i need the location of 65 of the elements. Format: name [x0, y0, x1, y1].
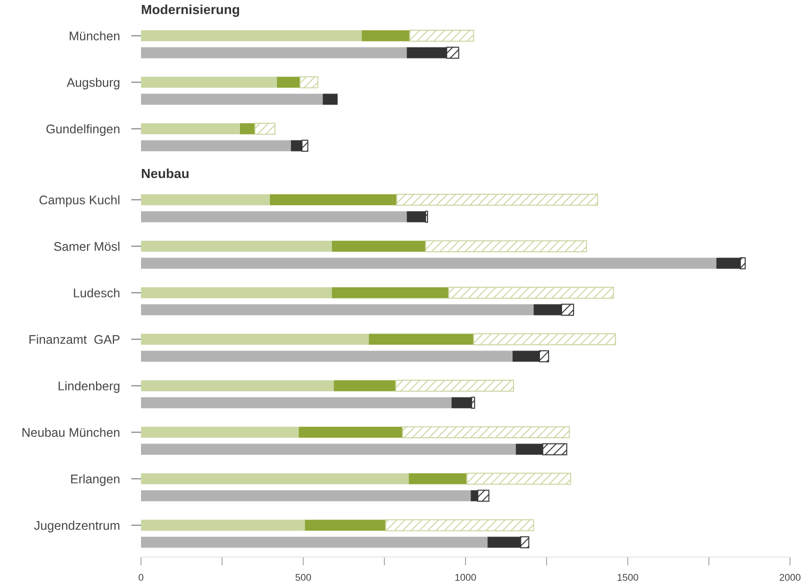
- bar: [141, 211, 407, 222]
- bar: [304, 520, 386, 531]
- bar: [141, 194, 270, 206]
- bar: [141, 304, 534, 316]
- chart-title: Neubau: [142, 168, 189, 178]
- x-tick-label: 1000: [455, 574, 476, 581]
- bar: [141, 76, 277, 88]
- bar: [322, 94, 338, 105]
- bar: [300, 76, 318, 88]
- bar: [385, 519, 534, 532]
- bar: [141, 426, 299, 438]
- bar: [141, 47, 407, 58]
- bar: [141, 536, 488, 548]
- bar: [141, 350, 513, 362]
- y-tick-label: Finanzamt GAP: [29, 334, 120, 344]
- y-tick-label: Samer Mösl: [54, 242, 120, 251]
- bar: [332, 287, 449, 298]
- chart-title: Modernisierung: [142, 4, 240, 17]
- bar: [141, 240, 332, 252]
- bar: [425, 240, 588, 252]
- bar: [406, 211, 426, 222]
- bar: [368, 334, 474, 345]
- y-tick-label: Neubau München: [22, 428, 120, 437]
- bar: [466, 472, 572, 485]
- x-tick-label: 2000: [780, 574, 800, 581]
- bar: [141, 473, 409, 484]
- x-tick-label: 500: [296, 574, 311, 581]
- bar: [402, 426, 570, 438]
- bar: [141, 444, 516, 455]
- y-tick-label: Augsburg: [66, 78, 120, 90]
- bar: [141, 123, 240, 134]
- bar: [141, 287, 332, 298]
- bar: [141, 140, 291, 152]
- bar: [408, 473, 467, 484]
- bar: [141, 397, 452, 408]
- bar: [141, 258, 716, 269]
- bar: [141, 490, 471, 502]
- bar: [141, 30, 362, 42]
- y-tick-label: Jugendzentrum: [34, 520, 120, 532]
- bar: [448, 286, 614, 299]
- y-tick-label: Gundelfingen: [46, 124, 120, 136]
- bar: [334, 380, 396, 392]
- bar: [473, 333, 616, 346]
- y-tick-label: Erlangen: [71, 474, 120, 486]
- x-tick-label: 0: [138, 574, 144, 581]
- bar: [141, 520, 305, 531]
- bar: [141, 380, 334, 392]
- bar: [362, 30, 410, 42]
- x-tick-label: 1500: [618, 574, 638, 581]
- bar: [396, 194, 598, 206]
- bar: [298, 426, 403, 438]
- bar: [254, 122, 276, 135]
- bar: [141, 94, 323, 105]
- y-tick-label: Lindenberg: [58, 381, 120, 393]
- bar: [141, 334, 369, 345]
- bar: [270, 194, 397, 206]
- y-tick-label: Campus Kuchl: [40, 195, 120, 207]
- y-tick-label: Ludesch: [74, 288, 120, 298]
- bar: [332, 240, 426, 252]
- bar: [395, 380, 514, 392]
- bar: [409, 30, 474, 42]
- bar: [240, 123, 255, 134]
- bar: [452, 397, 472, 408]
- bar: [276, 76, 300, 88]
- y-tick-label: München: [70, 31, 120, 40]
